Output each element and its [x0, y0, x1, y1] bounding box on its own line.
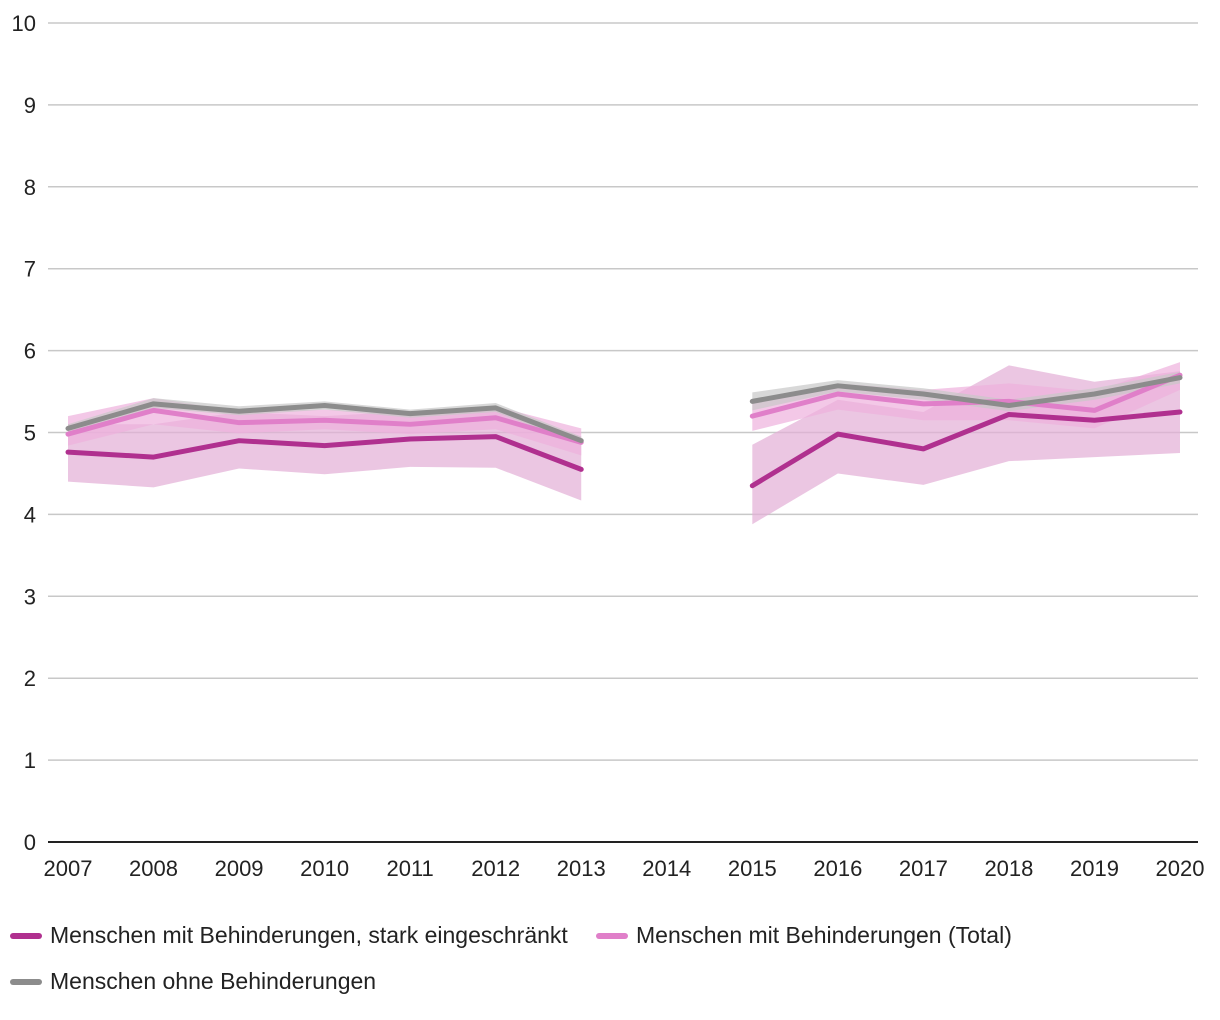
y-tick-labels: 0 1 2 3 4 5 6 7 8 9 10 — [12, 11, 36, 855]
x-tick-2012: 2012 — [471, 856, 520, 881]
x-tick-2010: 2010 — [300, 856, 349, 881]
y-tick-7: 7 — [24, 257, 36, 282]
y-tick-3: 3 — [24, 584, 36, 609]
y-tick-4: 4 — [24, 502, 36, 527]
x-tick-2007: 2007 — [44, 856, 93, 881]
x-tick-2011: 2011 — [386, 856, 433, 881]
y-tick-8: 8 — [24, 175, 36, 200]
line-series-2-seg-1 — [749, 409, 1183, 489]
x-tick-2017: 2017 — [899, 856, 948, 881]
line-series-1-seg-1 — [749, 372, 1183, 419]
legend-swatch-stark — [10, 932, 42, 939]
y-tick-1: 1 — [24, 748, 36, 773]
x-tick-2013: 2013 — [557, 856, 606, 881]
y-tick-5: 5 — [24, 421, 36, 446]
x-tick-2008: 2008 — [129, 856, 178, 881]
x-tick-2020: 2020 — [1156, 856, 1205, 881]
legend-swatch-total — [596, 932, 628, 939]
legend-item-stark: Menschen mit Behinderungen, stark einges… — [10, 922, 568, 949]
x-tick-2014: 2014 — [642, 856, 691, 881]
legend-item-ohne: Menschen ohne Behinderungen — [10, 968, 376, 995]
line-chart: 0 1 2 3 4 5 6 7 8 9 10 2007 2008 2009 2010 2011 2012 201… — [12, 11, 1205, 881]
legend-label-stark: Menschen mit Behinderungen, stark einges… — [50, 922, 568, 948]
x-tick-2019: 2019 — [1070, 856, 1119, 881]
y-tick-6: 6 — [24, 339, 36, 364]
x-tick-labels: 2007 2008 2009 2010 2011 2012 2013 2014 2015 2016… — [44, 856, 1205, 881]
legend-item-total: Menschen mit Behinderungen (Total) — [596, 922, 1012, 949]
legend-label-ohne: Menschen ohne Behinderungen — [50, 968, 377, 994]
y-tick-0: 0 — [24, 830, 36, 855]
y-tick-2: 2 — [24, 666, 36, 691]
legend-label-total: Menschen mit Behinderungen (Total) — [636, 922, 1012, 948]
y-tick-10: 10 — [12, 11, 36, 36]
series-lines — [65, 372, 1183, 489]
x-tick-2016: 2016 — [813, 856, 862, 881]
band-series-2-seg-0 — [68, 409, 582, 501]
grid-lines — [48, 22, 1198, 761]
x-tick-2009: 2009 — [215, 856, 264, 881]
band-series-0-seg-1 — [752, 371, 1180, 412]
line-series-0-seg-1 — [749, 375, 1183, 408]
legend-swatch-ohne — [10, 978, 42, 985]
x-tick-2018: 2018 — [984, 856, 1033, 881]
y-tick-9: 9 — [24, 93, 36, 118]
x-tick-2015: 2015 — [728, 856, 777, 881]
